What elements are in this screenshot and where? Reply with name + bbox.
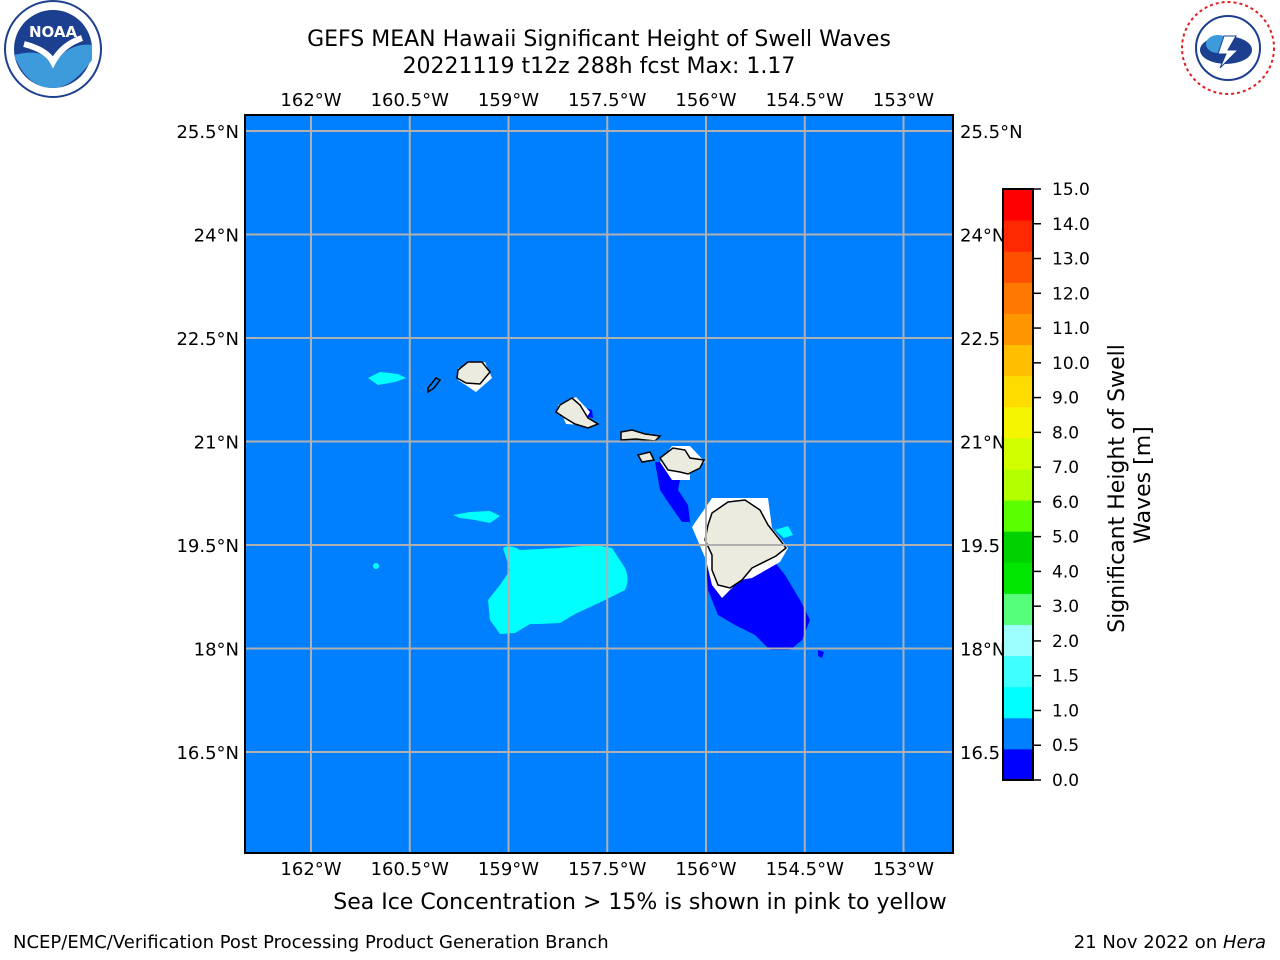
colorbar-tick-label: 11.0 [1052, 319, 1090, 339]
graticule [245, 115, 953, 853]
colorbar-swatch [1003, 220, 1033, 252]
lat-label-left: 16.5°N [176, 743, 239, 764]
colorbar-swatch [1003, 406, 1033, 439]
lon-label-top: 157.5°W [568, 90, 647, 111]
lon-label-top: 154.5°W [766, 90, 845, 111]
map-frame [244, 114, 954, 854]
lon-label-top: 162°W [280, 90, 341, 111]
lat-label-left: 21°N [194, 433, 239, 454]
lon-label-top: 159°W [478, 90, 539, 111]
colorbar-swatch [1003, 748, 1033, 781]
swell-area-2 [368, 372, 406, 385]
lon-label-top: 153°W [873, 90, 934, 111]
longitude-labels-bottom: 162°W 160.5°W 159°W 157.5°W 156°W 154.5°W 153°… [280, 859, 934, 880]
ocean-background [245, 115, 953, 853]
island-maui [658, 447, 706, 475]
longitude-labels-top: 162°W 160.5°W 159°W 157.5°W 156°W 154.5°W 153°… [280, 90, 934, 111]
colorbar-tick-label: 1.5 [1052, 667, 1079, 687]
lon-label-bottom: 156°W [675, 859, 736, 880]
map-subtitle: 20221119 t12z 288h fcst Max: 1.17 [402, 54, 796, 79]
colorbar-swatch [1003, 686, 1033, 719]
colorbar-tick-label: 12.0 [1052, 284, 1090, 304]
island-niihau [427, 377, 442, 394]
lat-label-left: 22.5°N [176, 329, 239, 350]
colorbar-swatch [1003, 189, 1033, 221]
colorbar-swatch [1003, 562, 1033, 594]
footer-date: 21 Nov 2022 on Hera [1074, 932, 1266, 953]
latitude-labels-left: 25.5°N 24°N 22.5°N 21°N 19.5°N 18°N 16.5°N [176, 122, 239, 764]
colorbar-swatch [1003, 282, 1033, 314]
colorbar-swatch [1003, 500, 1033, 532]
lat-label-right: 24°N [960, 226, 1005, 247]
lon-label-top: 156°W [675, 90, 736, 111]
colorbar-swatch [1003, 344, 1033, 377]
lat-label-right: 25.5°N [960, 122, 1023, 143]
island-kauai [456, 361, 491, 385]
footer-host: Hera [1222, 932, 1266, 953]
lon-label-bottom: 159°W [478, 859, 539, 880]
colorbar-swatch [1003, 313, 1033, 346]
colorbar-tick-label: 8.0 [1052, 423, 1079, 443]
nws-logo [1181, 1, 1275, 95]
lon-label-bottom: 160.5°W [371, 859, 450, 880]
lat-label-left: 24°N [194, 226, 239, 247]
lon-label-bottom: 162°W [280, 859, 341, 880]
colorbar-tick-label: 0.5 [1052, 736, 1079, 756]
lon-label-bottom: 153°W [873, 859, 934, 880]
lat-label-left: 19.5°N [176, 536, 239, 557]
colorbar [1003, 189, 1033, 781]
svg-text:NOAA: NOAA [29, 23, 78, 41]
swell-area-1 [488, 545, 628, 634]
lat-label-left: 25.5°N [176, 122, 239, 143]
swell-area-3 [453, 511, 500, 523]
colorbar-tick-label: 10.0 [1052, 354, 1090, 374]
noaa-logo: NOAA [4, 0, 102, 98]
lon-label-top: 160.5°W [371, 90, 450, 111]
lon-label-bottom: 157.5°W [568, 859, 647, 880]
map-title: GEFS MEAN Hawaii Significant Height of S… [307, 27, 891, 52]
low-swell-area-4 [818, 650, 824, 658]
lon-label-bottom: 154.5°W [766, 859, 845, 880]
colorbar-tick-label: 7.0 [1052, 458, 1079, 478]
footer-credit: NCEP/EMC/Verification Post Processing Pr… [13, 932, 609, 953]
colorbar-ticks: 15.0 14.0 13.0 12.0 11.0 10.0 9.0 8.0 7.0 6.0 5.0 4… [1033, 180, 1090, 791]
colorbar-tick-label: 6.0 [1052, 493, 1079, 513]
colorbar-tick-label: 3.0 [1052, 597, 1079, 617]
island-molokai [620, 429, 662, 442]
colorbar-tick-label: 13.0 [1052, 250, 1090, 270]
colorbar-swatch [1003, 531, 1033, 563]
colorbar-tick-label: 5.0 [1052, 528, 1079, 548]
colorbar-tick-label: 14.0 [1052, 215, 1090, 235]
island-kahoolawe [636, 451, 656, 463]
colorbar-swatch [1003, 468, 1033, 501]
colorbar-swatch [1003, 717, 1033, 750]
lat-label-right: 21°N [960, 433, 1005, 454]
colorbar-tick-label: 15.0 [1052, 180, 1090, 200]
colorbar-tick-label: 4.0 [1052, 562, 1079, 582]
lat-label-right: 18°N [960, 640, 1005, 661]
colorbar-swatch [1003, 375, 1033, 408]
colorbar-frame [1002, 188, 1034, 781]
island-oahu [555, 397, 600, 429]
colorbar-swatch [1003, 251, 1033, 283]
colorbar-tick-label: 1.0 [1052, 701, 1079, 721]
lat-label-left: 18°N [194, 640, 239, 661]
colorbar-tick-label: 0.0 [1052, 771, 1079, 791]
colorbar-swatch [1003, 593, 1033, 625]
sea-ice-note: Sea Ice Concentration > 15% is shown in … [333, 890, 947, 915]
colorbar-swatch [1003, 655, 1033, 688]
footer-date-text: 21 Nov 2022 on [1073, 932, 1223, 953]
swell-area-5 [373, 563, 379, 569]
swell-area-4 [775, 526, 793, 538]
latitude-labels-right: 25.5°N24°N22.5°N21°N19.5°N18°N16.5°N [960, 122, 1023, 764]
colorbar-tick-label: 9.0 [1052, 389, 1079, 409]
colorbar-swatch [1003, 437, 1033, 470]
colorbar-swatch [1003, 624, 1033, 657]
colorbar-tick-label: 2.0 [1052, 632, 1079, 652]
colorbar-label: Significant Height of Swell Waves [m] [1105, 337, 1156, 633]
